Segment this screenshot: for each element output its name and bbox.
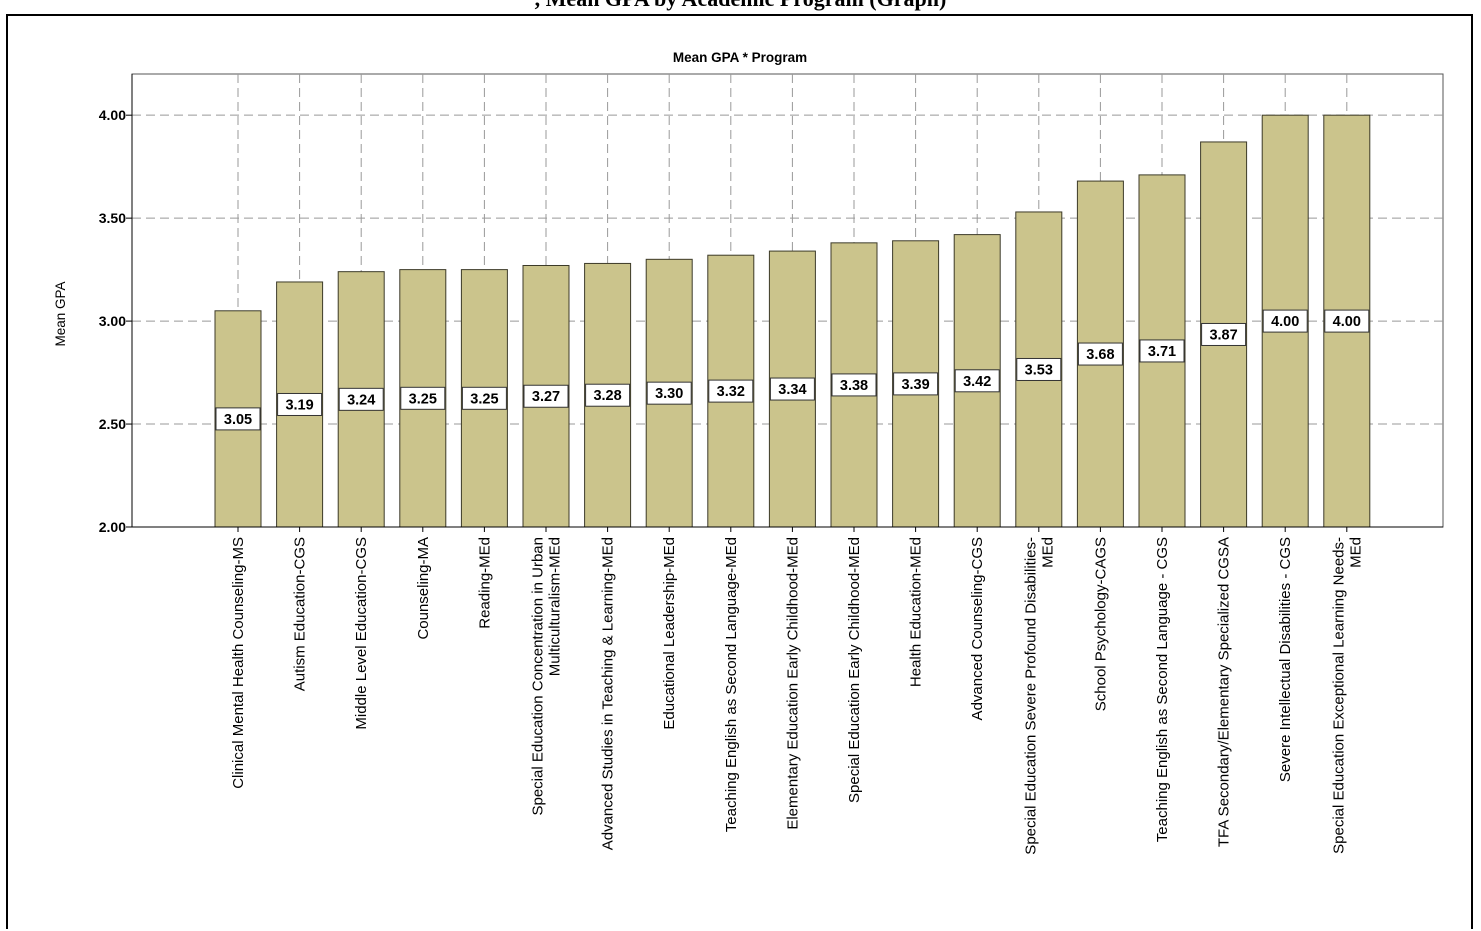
data-label-box [1016,357,1062,381]
data-label-box [954,369,1000,393]
data-label: 3.38 [840,378,868,394]
data-label-box [893,372,939,396]
x-tick-label-line: Advanced Studies in Teaching & Learning-… [600,537,617,850]
x-tick-label-line: Special Education Severe Profound Disabi… [1022,537,1039,855]
x-tick-label: Educational Leadership-MEd [661,537,678,730]
data-label: 3.53 [1025,362,1053,378]
x-tick-label-line: Reading-MEd [476,537,493,629]
data-label: 3.68 [1086,347,1114,363]
x-tick-label: Middle Level Education-CGS [353,537,370,730]
x-tick-label-line: Teaching English as Second Language-MEd [723,537,740,832]
data-label-box [831,373,877,397]
data-label-box [1262,309,1308,333]
y-tick-label: 2.00 [99,519,126,535]
x-tick-label-line: Middle Level Education-CGS [353,537,370,730]
x-tick-label-line: Elementary Education Early Childhood-MEd [784,537,801,830]
data-label: 3.39 [901,377,929,393]
data-label-box [215,407,261,431]
data-label-box [338,387,384,411]
x-tick-label-line: TFA Secondary/Elementary Specialized CGS… [1216,537,1233,847]
data-label-box [585,383,631,407]
x-tick-label-line: MEd [1039,537,1056,568]
data-label-box [461,386,507,410]
chart-frame: 2.00 2.50 3.00 3.50 4.00 Clinical Mental Heal… [6,14,1473,929]
data-label: 3.34 [778,382,806,398]
y-tick-label: 3.00 [99,313,126,329]
data-label: 3.42 [963,374,991,390]
data-label-box [1077,342,1123,366]
data-label-box [708,379,754,403]
x-tick-label-line: MEd [1347,537,1364,568]
x-tick-label-line: Advanced Counseling-CGS [969,537,986,720]
y-tick-label: 2.50 [99,416,126,432]
data-label-box [523,384,569,408]
x-tick-label: Special Education Concentration in Urban… [530,537,564,816]
data-label: 3.30 [655,386,683,402]
x-tick-label-line: Multiculturalism-MEd [547,537,564,676]
data-label: 3.05 [224,412,252,428]
data-label: 3.24 [347,392,375,408]
data-label: 4.00 [1333,314,1361,330]
data-label-box [400,386,446,410]
x-tick-label: Special Education Severe Profound Disabi… [1022,537,1056,855]
data-label-box [646,381,692,405]
y-tick-label: 4.00 [99,107,126,123]
data-label-box [769,377,815,401]
x-tick-label: School Psychology-CAGS [1092,537,1109,711]
x-tick-label: Special Education Early Childhood-MEd [846,537,863,803]
data-label-box [1139,339,1185,363]
x-tick-label: Teaching English as Second Language-MEd [723,537,740,832]
x-tick-label: Advanced Counseling-CGS [969,537,986,720]
x-tick-label: Health Education-MEd [908,537,925,687]
data-label: 3.71 [1148,344,1176,360]
data-label-box [1324,309,1370,333]
data-label: 3.25 [409,391,437,407]
x-tick-label: Advanced Studies in Teaching & Learning-… [600,537,617,850]
y-tick-label: 3.50 [99,210,126,226]
bar-chart: 2.00 2.50 3.00 3.50 4.00 Clinical Mental Heal… [53,50,1444,855]
x-tick-label: TFA Secondary/Elementary Specialized CGS… [1216,537,1233,847]
x-tick-label-line: School Psychology-CAGS [1092,537,1109,711]
x-tick-label-line: Teaching English as Second Language - CG… [1154,537,1171,842]
x-tick-label-line: Educational Leadership-MEd [661,537,678,730]
x-tick-label-line: Clinical Mental Health Counseling-MS [230,537,247,789]
x-tick-label-line: Special Education Concentration in Urban [530,537,547,816]
x-tick-label: Elementary Education Early Childhood-MEd [784,537,801,830]
data-label: 3.27 [532,389,560,405]
x-tick-label: Clinical Mental Health Counseling-MS [230,537,247,789]
cropped-page-heading: , Mean GPA by Academic Program (Graph) [0,0,1481,12]
x-tick-label-line: Autism Education-CGS [292,537,309,691]
data-label-box [1201,322,1247,346]
x-tick-label: Special Education Exceptional Learning N… [1330,537,1364,854]
x-tick-label-line: Severe Intellectual Disabilities - CGS [1277,537,1294,782]
x-tick-label: Severe Intellectual Disabilities - CGS [1277,537,1294,782]
x-tick-label-line: Special Education Early Childhood-MEd [846,537,863,803]
data-label-box [277,392,323,416]
data-label: 3.87 [1209,327,1237,343]
y-axis-label: Mean GPA [53,281,68,346]
chart-title: Mean GPA * Program [673,50,807,65]
page-heading-text: , Mean GPA by Academic Program (Graph) [0,0,1481,12]
data-label: 3.28 [593,388,621,404]
data-label: 3.19 [285,397,313,413]
data-label: 4.00 [1271,314,1299,330]
data-label: 3.32 [717,384,745,400]
x-tick-label-line: Health Education-MEd [908,537,925,687]
x-tick-label: Autism Education-CGS [292,537,309,691]
data-label: 3.25 [470,391,498,407]
x-tick-label: Reading-MEd [476,537,493,629]
x-tick-label: Teaching English as Second Language - CG… [1154,537,1171,842]
x-tick-label-line: Counseling-MA [415,537,432,640]
x-tick-label: Counseling-MA [415,537,432,640]
x-tick-label-line: Special Education Exceptional Learning N… [1330,537,1347,854]
